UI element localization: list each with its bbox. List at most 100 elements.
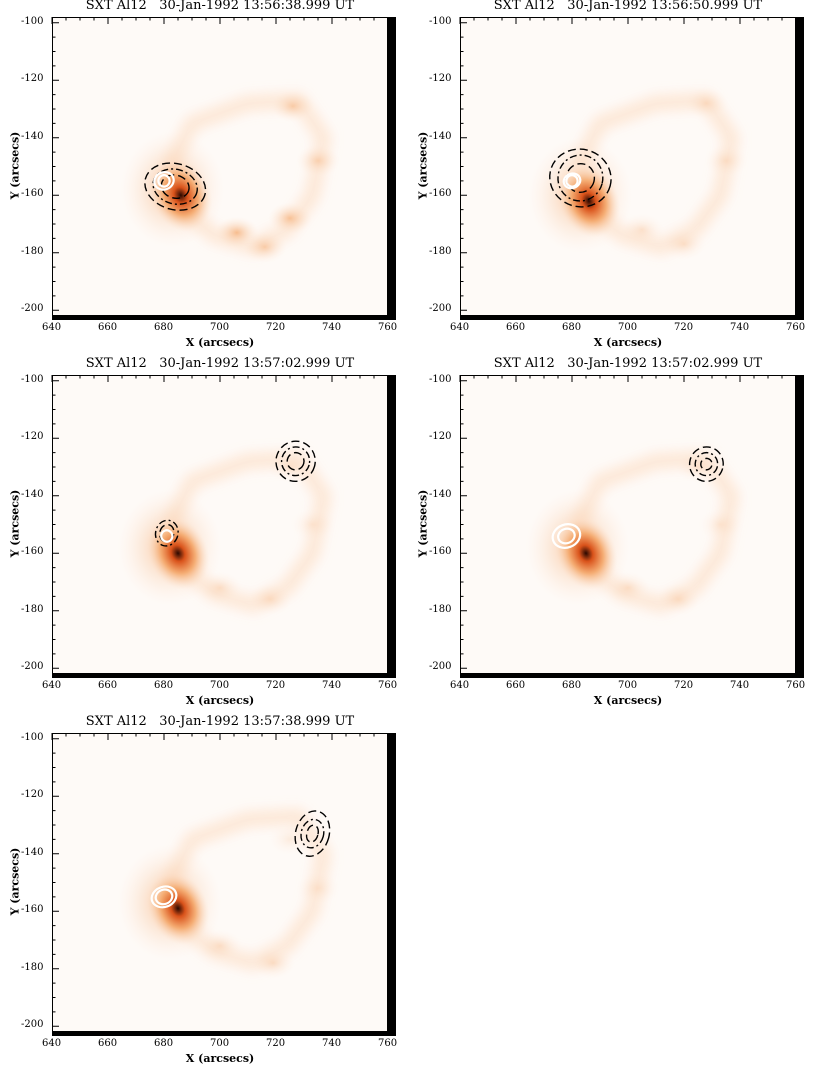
y-tick-label: -180 [21,245,44,257]
loop-emission [268,823,312,856]
x-axis-label: X (arcsecs) [593,336,663,349]
x-tick-label: 760 [378,680,398,691]
frame-bar-bottom [52,1031,388,1036]
x-tick-label: 660 [98,1038,118,1049]
x-tick-label: 660 [506,680,526,691]
y-tick-label: -120 [429,73,452,85]
y-axis-label: Y (arcsecs) [8,847,22,915]
loop-emission [248,583,293,616]
x-tick-label: 700 [210,1038,230,1049]
y-tick-label: -160 [21,546,44,558]
x-tick-label: 760 [378,1038,398,1049]
intensity-map [51,17,396,320]
panel-title: SXT Al12 30-Jan-1992 13:57:38.999 UT [85,714,355,729]
x-tick-label: 700 [210,680,230,691]
y-tick-label: -140 [21,846,44,858]
hxr-contour-white [557,527,576,545]
x-tick-label: 720 [266,680,286,691]
hxr-contour-white [565,174,579,188]
x-tick-label: 720 [266,322,286,333]
x-tick-label: 640 [42,680,62,691]
y-tick-label: -140 [21,130,44,142]
hxr-contour-dashed [275,440,316,483]
x-axis-label: X (arcsecs) [185,1052,255,1065]
x-tick-label: 740 [730,680,750,691]
y-tick-label: -100 [21,373,44,385]
loop-emission [296,144,340,177]
x-tick-label: 740 [322,680,342,691]
bright-core [557,164,621,238]
map-svg [51,375,396,678]
intensity-map [459,17,804,320]
frame-bar-right [387,375,396,678]
y-tick-label: -160 [21,188,44,200]
y-axis-label: Y (arcsecs) [8,131,22,199]
intensity-map [459,375,804,678]
map-svg [51,17,396,320]
hxr-contour-dashed [294,810,331,857]
x-tick-label: 640 [450,322,470,333]
panel-title: SXT Al12 30-Jan-1992 13:56:38.999 UT [85,0,355,13]
x-tick-label: 660 [506,322,526,333]
y-tick-label: -180 [21,603,44,615]
x-tick-label: 760 [786,680,806,691]
image-panel-3: SXT Al12 30-Jan-1992 13:57:02.999 UT Y (… [0,356,408,716]
x-axis-label: X (arcsecs) [593,694,663,707]
x-axis-label: X (arcsecs) [185,336,255,349]
map-background [52,375,388,674]
y-axis-label: Y (arcsecs) [416,489,430,557]
map-svg [459,375,804,678]
loop-emission [290,508,335,541]
loop-emission [268,202,312,235]
image-panel-1: SXT Al12 30-Jan-1992 13:56:38.999 UT Y (… [0,0,408,358]
loop-emission [656,583,701,616]
frame-bar-bottom [52,673,388,678]
loop-emission [296,872,340,905]
y-tick-label: -180 [429,245,452,257]
hxr-contour-white [150,885,178,909]
x-tick-label: 720 [266,1038,286,1049]
hxr-contour-white [562,172,582,190]
x-tick-label: 760 [786,322,806,333]
map-background [460,375,796,674]
x-tick-label: 700 [210,322,230,333]
x-tick-label: 660 [98,322,118,333]
y-tick-label: -160 [429,188,452,200]
panel-title: SXT Al12 30-Jan-1992 13:57:02.999 UT [493,356,763,371]
hxr-contour-white [154,888,174,906]
x-tick-label: 680 [154,322,174,333]
y-tick-label: -100 [21,15,44,27]
hxr-contour-white [153,171,175,191]
y-tick-label: -180 [21,961,44,973]
map-svg [51,733,396,1036]
hxr-contour-white [551,523,582,549]
frame-bar-bottom [52,315,388,320]
x-tick-label: 680 [562,322,582,333]
frame-bar-bottom [460,315,796,320]
y-tick-label: -140 [21,488,44,500]
image-panel-4: SXT Al12 30-Jan-1992 13:57:02.999 UT Y (… [408,356,816,716]
y-axis-label: Y (arcsecs) [8,489,22,557]
y-tick-label: -120 [21,73,44,85]
x-tick-label: 700 [618,680,638,691]
x-tick-label: 720 [674,322,694,333]
hxr-contour-white [160,529,174,543]
x-tick-label: 660 [98,680,118,691]
panel-title: SXT Al12 30-Jan-1992 13:57:02.999 UT [85,356,355,371]
y-axis-label: Y (arcsecs) [416,131,430,199]
y-tick-label: -120 [21,789,44,801]
panel-title: SXT Al12 30-Jan-1992 13:56:50.999 UT [493,0,763,13]
y-tick-label: -200 [21,303,44,315]
hxr-contour-dashed [144,162,207,211]
y-tick-label: -100 [21,731,44,743]
image-panel-5: SXT Al12 30-Jan-1992 13:57:38.999 UT Y (… [0,714,408,1074]
bright-core [554,516,618,590]
y-tick-label: -100 [429,373,452,385]
y-tick-label: -140 [429,488,452,500]
y-tick-label: -200 [429,303,452,315]
x-tick-label: 640 [42,322,62,333]
y-tick-label: -200 [21,661,44,673]
y-tick-label: -200 [429,661,452,673]
bright-core [149,158,213,232]
y-tick-label: -160 [21,904,44,916]
